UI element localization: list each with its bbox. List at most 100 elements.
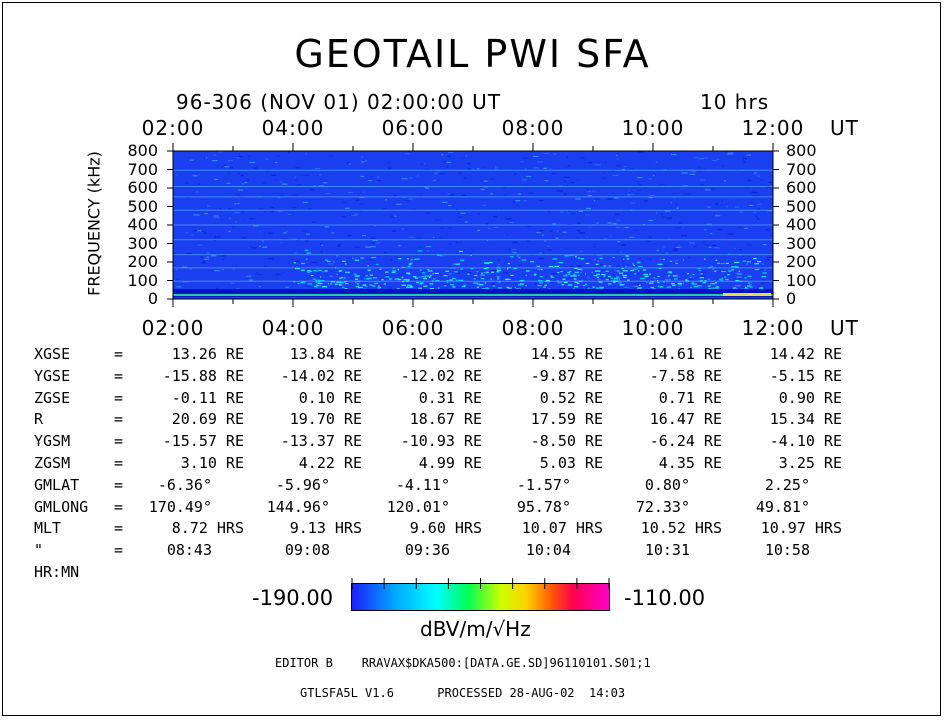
noise-mark bbox=[482, 247, 486, 250]
noise-mark bbox=[606, 276, 608, 278]
bottom-x-tick-label: 10:00 bbox=[621, 316, 685, 340]
noise-mark bbox=[228, 172, 230, 174]
emission-mark bbox=[721, 270, 726, 273]
noise-mark bbox=[672, 248, 678, 250]
emission-mark bbox=[632, 263, 634, 265]
emission-mark bbox=[724, 276, 726, 278]
emission-mark bbox=[756, 263, 759, 265]
noise-mark bbox=[720, 204, 722, 206]
noise-mark bbox=[359, 203, 365, 205]
orbit-value: 10:58 bbox=[764, 541, 810, 560]
emission-mark bbox=[367, 265, 369, 267]
noise-mark bbox=[226, 182, 231, 184]
noise-mark bbox=[749, 284, 752, 286]
emission-mark bbox=[358, 286, 363, 289]
noise-mark bbox=[415, 190, 419, 192]
emission-mark bbox=[423, 285, 428, 287]
noise-mark bbox=[536, 231, 542, 234]
emission-mark bbox=[625, 255, 629, 257]
top-x-tick-label: 02:00 bbox=[141, 116, 205, 140]
top-x-unit-label: UT bbox=[830, 116, 859, 140]
emission-mark bbox=[575, 267, 578, 269]
noise-mark bbox=[355, 199, 360, 201]
emission-mark bbox=[362, 285, 364, 287]
noise-mark bbox=[410, 285, 414, 287]
noise-mark bbox=[458, 262, 461, 265]
noise-mark bbox=[649, 258, 651, 260]
noise-mark bbox=[581, 194, 587, 196]
noise-mark bbox=[204, 258, 209, 260]
noise-mark bbox=[237, 156, 244, 158]
noise-mark bbox=[298, 266, 304, 268]
emission-mark bbox=[372, 277, 378, 279]
noise-mark bbox=[235, 221, 237, 223]
noise-mark bbox=[705, 189, 711, 191]
noise-mark bbox=[586, 286, 592, 288]
noise-mark bbox=[702, 275, 708, 277]
emission-mark bbox=[327, 283, 329, 285]
noise-mark bbox=[243, 219, 245, 221]
right-y-tick-label: 400 bbox=[786, 215, 817, 234]
noise-mark bbox=[189, 159, 194, 161]
noise-mark bbox=[566, 156, 569, 158]
noise-mark bbox=[349, 254, 354, 256]
noise-mark bbox=[206, 256, 209, 258]
noise-mark bbox=[440, 174, 445, 176]
noise-mark bbox=[753, 211, 757, 213]
emission-mark bbox=[530, 261, 534, 263]
emission-mark bbox=[480, 278, 485, 280]
noise-mark bbox=[186, 253, 193, 255]
noise-mark bbox=[435, 219, 441, 221]
noise-mark bbox=[245, 179, 249, 181]
noise-mark bbox=[344, 207, 350, 209]
noise-mark bbox=[733, 288, 738, 290]
emission-mark bbox=[393, 267, 395, 269]
emission-mark bbox=[297, 282, 300, 285]
emission-mark bbox=[307, 283, 313, 285]
emission-mark bbox=[470, 268, 474, 270]
noise-mark bbox=[767, 179, 772, 181]
noise-mark bbox=[547, 249, 553, 251]
noise-mark bbox=[204, 232, 207, 234]
emission-mark bbox=[312, 278, 316, 280]
noise-mark bbox=[757, 203, 762, 205]
noise-mark bbox=[201, 262, 206, 264]
emission-mark bbox=[598, 273, 600, 276]
noise-mark bbox=[675, 203, 678, 205]
emission-mark bbox=[453, 271, 458, 273]
noise-mark bbox=[270, 211, 274, 213]
noise-mark bbox=[624, 227, 629, 229]
noise-mark bbox=[653, 179, 659, 181]
emission-mark bbox=[693, 286, 697, 288]
noise-mark bbox=[442, 258, 448, 260]
noise-mark bbox=[440, 189, 442, 191]
noise-mark bbox=[573, 254, 579, 257]
noise-mark bbox=[248, 158, 249, 160]
emission-mark bbox=[474, 274, 478, 277]
emission-mark bbox=[574, 271, 579, 273]
orbit-row-label: ZGSE bbox=[34, 388, 71, 407]
noise-mark bbox=[394, 195, 397, 197]
noise-mark bbox=[577, 179, 579, 181]
noise-mark bbox=[703, 157, 708, 159]
emission-mark bbox=[595, 263, 599, 265]
noise-mark bbox=[755, 195, 760, 197]
noise-mark bbox=[681, 172, 688, 174]
orbit-value: 10.07 HRS bbox=[521, 519, 603, 538]
noise-mark bbox=[371, 242, 376, 244]
noise-mark bbox=[287, 213, 292, 215]
noise-mark bbox=[334, 156, 340, 158]
noise-mark bbox=[495, 283, 500, 285]
emission-mark bbox=[554, 265, 560, 267]
noise-mark bbox=[737, 273, 743, 275]
noise-mark bbox=[597, 279, 601, 281]
noise-mark bbox=[276, 155, 280, 157]
bottom-x-tick-label: 06:00 bbox=[381, 316, 445, 340]
noise-mark bbox=[262, 246, 268, 248]
noise-mark bbox=[653, 217, 655, 219]
orbit-value: 13.84 RE bbox=[289, 345, 362, 363]
noise-mark bbox=[295, 286, 301, 288]
emission-mark bbox=[671, 283, 675, 285]
noise-mark bbox=[585, 260, 589, 262]
emission-mark bbox=[605, 270, 609, 272]
